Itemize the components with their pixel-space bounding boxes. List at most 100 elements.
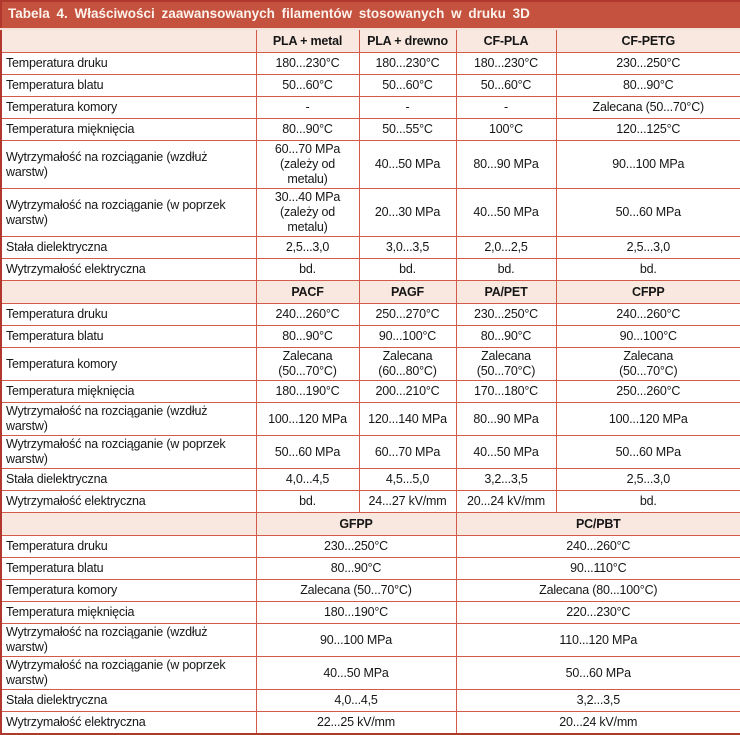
column-header-cell: PACF	[255, 280, 360, 304]
table-row: Temperatura druku 240...260°C 250...270°C 2…	[0, 303, 740, 326]
table-row: Wytrzymałość na rozciąganie (wzdłuż wars…	[0, 140, 740, 189]
value-cell: 120...140 MPa	[358, 402, 457, 436]
row-label-cell: Temperatura druku	[0, 52, 257, 75]
value-cell: 80...90 MPa	[455, 402, 557, 436]
value-cell: 80...90°C	[555, 74, 740, 97]
row-label-cell: Temperatura blatu	[0, 557, 257, 580]
row-label-cell: Temperatura komory	[0, 96, 257, 119]
value-cell: 50...60°C	[455, 74, 557, 97]
value-cell: 3,2...3,5	[455, 468, 557, 491]
value-cell: 24...27 kV/mm	[358, 490, 457, 513]
row-label-cell: Temperatura komory	[0, 579, 257, 602]
table-row: Wytrzymałość na rozciąganie (wzdłuż wars…	[0, 623, 740, 657]
value-cell: 2,5...3,0	[555, 468, 740, 491]
row-label-cell: Temperatura komory	[0, 347, 257, 381]
table-row: Wytrzymałość na rozciąganie (w poprzek w…	[0, 435, 740, 469]
row-label-cell: Stała dielektryczna	[0, 689, 257, 712]
value-cell: 100...120 MPa	[555, 402, 740, 436]
column-header-cell: CF-PLA	[455, 28, 557, 53]
value-cell: 90...100 MPa	[555, 140, 740, 189]
table-row: Temperatura blatu 80...90°C 90...110°C	[0, 557, 740, 580]
value-cell: 80...90°C	[255, 325, 360, 348]
value-cell: bd.	[555, 258, 740, 281]
table-row: Temperatura blatu 50...60°C 50...60°C 50...…	[0, 74, 740, 97]
value-cell: 240...260°C	[255, 303, 360, 326]
row-label-cell: Temperatura druku	[0, 303, 257, 326]
header-corner-cell	[0, 512, 257, 536]
row-label-cell: Wytrzymałość na rozciąganie (w poprzek w…	[0, 435, 257, 469]
value-cell: 40...50 MPa	[455, 435, 557, 469]
value-cell: Zalecana (50...70°C)	[255, 579, 457, 602]
row-label-cell: Wytrzymałość na rozciąganie (w poprzek w…	[0, 188, 257, 237]
value-cell: 110...120 MPa	[455, 623, 740, 657]
value-cell: 180...190°C	[255, 601, 457, 624]
row-label-cell: Temperatura druku	[0, 535, 257, 558]
value-cell: 50...55°C	[358, 118, 457, 141]
table-body: PLA + metal PLA + drewno CF-PLA CF-PETG Temp…	[0, 28, 740, 735]
value-cell: 90...100°C	[555, 325, 740, 348]
column-header-cell: CFPP	[555, 280, 740, 304]
value-cell: 80...90°C	[455, 325, 557, 348]
table-row: Temperatura blatu 80...90°C 90...100°C 80..…	[0, 325, 740, 348]
value-cell: 2,5...3,0	[255, 236, 360, 259]
value-cell: bd.	[255, 258, 360, 281]
table-row: Wytrzymałość na rozciąganie (w poprzek w…	[0, 656, 740, 690]
value-cell: 20...24 kV/mm	[455, 490, 557, 513]
row-label-cell: Wytrzymałość elektryczna	[0, 258, 257, 281]
value-cell: 40...50 MPa	[455, 188, 557, 237]
value-cell: 170...180°C	[455, 380, 557, 403]
value-cell: 4,0...4,5	[255, 468, 360, 491]
value-cell: 90...100°C	[358, 325, 457, 348]
table-title: Tabela 4. Właściwości zaawansowanych fil…	[0, 0, 740, 30]
table-row: Temperatura mięknięcia 180...190°C 200...2…	[0, 380, 740, 403]
value-cell: bd.	[255, 490, 360, 513]
value-cell: 4,0...4,5	[255, 689, 457, 712]
table-row: Temperatura mięknięcia 80...90°C 50...55°C…	[0, 118, 740, 141]
row-label-cell: Temperatura mięknięcia	[0, 601, 257, 624]
value-cell: 230...250°C	[455, 303, 557, 326]
row-label-cell: Temperatura mięknięcia	[0, 380, 257, 403]
value-cell: 4,5...5,0	[358, 468, 457, 491]
table-row: Wytrzymałość elektryczna bd. 24...27 kV/mm…	[0, 490, 740, 513]
value-cell: Zalecana (50...70°C)	[555, 96, 740, 119]
table-row: Temperatura mięknięcia 180...190°C 220...2…	[0, 601, 740, 624]
value-cell: 180...190°C	[255, 380, 360, 403]
table-row: Temperatura druku 180...230°C 180...230°C 1…	[0, 52, 740, 75]
value-cell: 80...90 MPa	[455, 140, 557, 189]
value-cell: 50...60 MPa	[455, 656, 740, 690]
value-cell: 50...60 MPa	[555, 435, 740, 469]
value-cell: 50...60°C	[358, 74, 457, 97]
value-cell: 220...230°C	[455, 601, 740, 624]
value-cell: -	[455, 96, 557, 119]
value-cell: 50...60 MPa	[255, 435, 360, 469]
header-corner-cell	[0, 28, 257, 53]
value-cell: bd.	[555, 490, 740, 513]
table-row: Stała dielektryczna 2,5...3,0 3,0...3,5 2,0…	[0, 236, 740, 259]
value-cell: 80...90°C	[255, 118, 360, 141]
row-label-cell: Stała dielektryczna	[0, 236, 257, 259]
value-cell: 180...230°C	[455, 52, 557, 75]
value-cell: Zalecana (50...70°C)	[555, 347, 740, 381]
header-corner-cell	[0, 280, 257, 304]
value-cell: 240...260°C	[455, 535, 740, 558]
value-cell: 230...250°C	[255, 535, 457, 558]
table-row: Wytrzymałość na rozciąganie (wzdłuż wars…	[0, 402, 740, 436]
value-cell: Zalecana (80...100°C)	[455, 579, 740, 602]
value-cell: 60...70 MPa (zależy od metalu)	[255, 140, 360, 189]
value-cell: 50...60 MPa	[555, 188, 740, 237]
value-cell: bd.	[358, 258, 457, 281]
table-row: Temperatura druku 230...250°C 240...260°C	[0, 535, 740, 558]
column-header-cell: GFPP	[255, 512, 457, 536]
value-cell: 60...70 MPa	[358, 435, 457, 469]
value-cell: -	[255, 96, 360, 119]
column-header-cell: PAGF	[358, 280, 457, 304]
value-cell: 250...260°C	[555, 380, 740, 403]
value-cell: 40...50 MPa	[255, 656, 457, 690]
table-row: Temperatura komory Zalecana (50...70°C) Za…	[0, 579, 740, 602]
value-cell: 20...30 MPa	[358, 188, 457, 237]
value-cell: 3,0...3,5	[358, 236, 457, 259]
value-cell: 2,0...2,5	[455, 236, 557, 259]
table-row: Wytrzymałość elektryczna 22...25 kV/mm 20.…	[0, 711, 740, 735]
